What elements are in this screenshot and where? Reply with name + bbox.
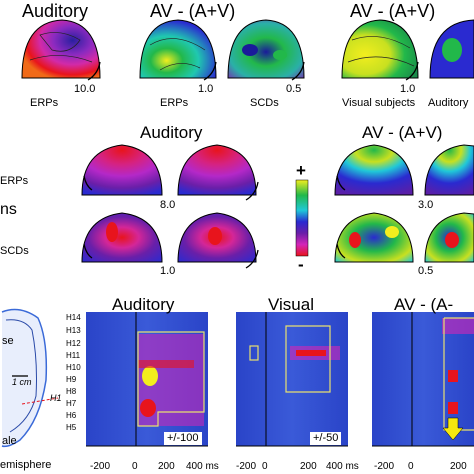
- channel-label-h5: H5: [66, 423, 77, 432]
- title-mid-auditory: Auditory: [140, 123, 203, 142]
- colorbar: [295, 179, 309, 257]
- panel-auditory-timefreq: [86, 312, 208, 446]
- colorbar-minus: -: [298, 255, 304, 274]
- brain-label-se: se: [2, 335, 14, 347]
- scale-mid-av-2: 0.5: [418, 265, 434, 277]
- scale-top-1: 10.0: [74, 83, 96, 95]
- topo-av-scd: [227, 19, 305, 81]
- topo-auditory-erp: [21, 19, 101, 81]
- title-mid-av: AV - (A+V): [362, 123, 443, 142]
- channel-label-h11: H11: [66, 351, 81, 360]
- panel-av-timefreq: [372, 312, 474, 446]
- caption-top-erps-1: ERPs: [30, 97, 59, 109]
- channel-label-h12: H12: [66, 339, 81, 348]
- x-tick-aud-m200: -200: [90, 461, 111, 472]
- topo-mid-aud-scd-right: [177, 212, 259, 269]
- colorbar-plus: +: [296, 161, 306, 180]
- topo-auditory-subjects-partial: [429, 19, 474, 79]
- channel-label-h7: H7: [66, 399, 77, 408]
- title-bottom-av: AV - (A-: [394, 295, 454, 314]
- channel-label-h9: H9: [66, 375, 77, 384]
- channel-label-h6: H6: [66, 411, 77, 420]
- title-top-av-2: AV - (A+V): [350, 1, 436, 21]
- topo-mid-aud-scd-left: [81, 212, 163, 263]
- title-bottom-visual: Visual: [268, 295, 314, 314]
- scale-top-3: 0.5: [286, 83, 302, 95]
- row-label-ns: ns: [0, 201, 17, 218]
- scale-mid-av-1: 3.0: [418, 199, 434, 211]
- channel-label-h14: H14: [66, 313, 81, 322]
- brain-label-h1: H1: [50, 393, 62, 403]
- topo-mid-av-scd-right: [424, 212, 474, 263]
- range-label-visual: +/-50: [310, 432, 342, 445]
- scale-mid-aud-1: 8.0: [160, 199, 176, 211]
- x-tick-av-m200: -200: [374, 461, 395, 472]
- x-tick-av-200: 200: [450, 461, 467, 472]
- yellow-arrow-icon: [442, 417, 464, 441]
- scale-top-4: 1.0: [400, 83, 416, 95]
- x-tick-av-0: 0: [408, 461, 414, 472]
- row-label-scds: SCDs: [0, 245, 29, 257]
- channel-label-h10: H10: [66, 363, 81, 372]
- x-tick-vis-m200: -200: [236, 461, 257, 472]
- x-tick-aud-200: 200: [158, 461, 175, 472]
- title-bottom-auditory: Auditory: [112, 295, 175, 314]
- row-label-erps: ERPs: [0, 175, 29, 187]
- x-tick-vis-400: 400 ms: [326, 461, 359, 472]
- caption-top-auditory: Auditory: [428, 97, 469, 109]
- range-label-auditory: +/-100: [164, 432, 202, 445]
- caption-top-scds: SCDs: [250, 97, 279, 109]
- x-tick-vis-0: 0: [262, 461, 268, 472]
- topo-mid-av-scd-left: [334, 212, 414, 263]
- x-tick-aud-400: 400 ms: [186, 461, 219, 472]
- brain-label-scale: 1 cm: [12, 377, 32, 387]
- channel-label-h13: H13: [66, 326, 81, 335]
- brain-label-ale: ale: [2, 435, 17, 447]
- topo-mid-av-erp-right: [424, 144, 474, 196]
- channel-label-h8: H8: [66, 387, 77, 396]
- caption-top-erps-2: ERPs: [160, 97, 189, 109]
- topo-mid-aud-erp-right: [177, 144, 259, 201]
- brain-label-hemisphere: emisphere: [0, 459, 52, 471]
- title-top-av-1: AV - (A+V): [150, 1, 236, 21]
- scale-top-2: 1.0: [198, 83, 214, 95]
- topo-av-erp: [139, 19, 217, 81]
- title-top-auditory: Auditory: [22, 1, 89, 21]
- topo-mid-av-erp-left: [334, 144, 414, 196]
- scale-mid-aud-2: 1.0: [160, 265, 176, 277]
- panel-visual-timefreq: [236, 312, 348, 446]
- topo-mid-aud-erp-left: [81, 144, 163, 196]
- x-tick-aud-0: 0: [132, 461, 138, 472]
- topo-visual-subjects: [341, 19, 419, 81]
- caption-top-visual-subjects: Visual subjects: [342, 97, 416, 109]
- x-tick-vis-200: 200: [300, 461, 317, 472]
